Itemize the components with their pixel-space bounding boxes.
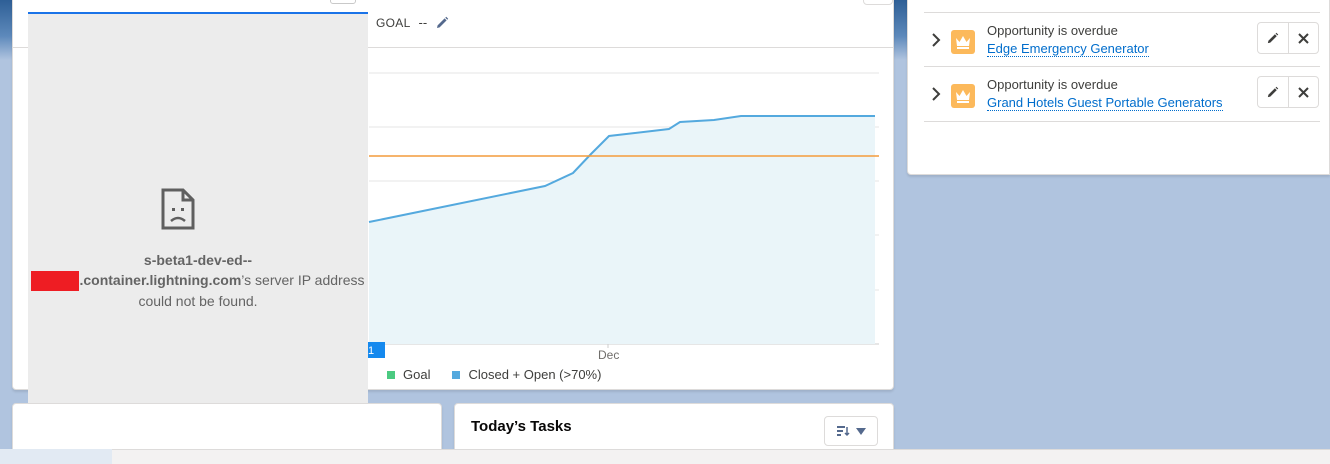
today-marker-label: 1 — [368, 345, 374, 357]
legend-item-goal[interactable]: Goal — [387, 367, 430, 382]
todays-tasks-title: Today’s Tasks — [471, 418, 572, 435]
activity-item-title: Opportunity is overdue — [987, 23, 1118, 38]
sort-list-icon — [837, 426, 850, 437]
chevron-right-icon[interactable] — [930, 87, 942, 101]
error-frame-button[interactable] — [330, 0, 356, 4]
activity-item-title: Opportunity is overdue — [987, 77, 1118, 92]
closed-open-series-line — [368, 115, 875, 223]
pencil-icon — [1268, 86, 1279, 97]
error-message: s-beta1-dev-ed-- .container.lightning.co… — [28, 250, 368, 311]
opportunity-crown-icon — [951, 84, 975, 108]
card-header-divider — [13, 47, 893, 48]
error-host-suffix: .container.lightning.com — [79, 272, 242, 288]
legend-label-closed-open: Closed + Open (>70%) — [468, 367, 602, 382]
redaction-box — [31, 271, 80, 292]
card-menu-button[interactable] — [863, 0, 893, 5]
activity-item-link[interactable]: Edge Emergency Generator — [987, 41, 1149, 57]
error-frame: s-beta1-dev-ed-- .container.lightning.co… — [28, 12, 368, 464]
error-message-tail: ’s server IP address could not be found. — [138, 272, 365, 310]
goal-row: GOAL -- — [376, 15, 449, 30]
bottom-utility-bar — [0, 449, 1330, 464]
delete-button[interactable] — [1287, 77, 1318, 107]
activity-item: Opportunity is overdue Grand Hotels Gues… — [924, 67, 1320, 122]
edit-button[interactable] — [1258, 23, 1288, 53]
goal-value: -- — [418, 15, 428, 30]
activity-item-link[interactable]: Grand Hotels Guest Portable Generators — [987, 95, 1223, 111]
legend-swatch-closed-open — [452, 370, 461, 379]
activity-item: Opportunity is overdue Edge Emergency Ge… — [924, 12, 1320, 67]
chevron-down-icon — [856, 427, 866, 435]
sad-page-icon — [161, 188, 195, 235]
activity-card: Opportunity is overdue Edge Emergency Ge… — [907, 0, 1330, 175]
closed-open-area — [369, 116, 875, 344]
edit-goal-pencil-icon[interactable] — [435, 16, 449, 30]
close-icon — [1298, 32, 1309, 44]
chart-legend: Goal Closed + Open (>70%) — [387, 367, 601, 382]
close-icon — [1298, 86, 1309, 98]
utility-bar-tab[interactable] — [0, 449, 112, 464]
performance-chart: 1 Dec — [368, 72, 879, 362]
legend-item-closed-open[interactable]: Closed + Open (>70%) — [452, 367, 601, 382]
error-host-prefix: s-beta1-dev-ed-- — [143, 252, 253, 268]
edit-button[interactable] — [1258, 77, 1288, 107]
legend-label-goal: Goal — [403, 367, 431, 382]
activity-item-actions — [1257, 22, 1319, 54]
opportunity-crown-icon — [951, 30, 975, 54]
delete-button[interactable] — [1287, 23, 1318, 53]
chevron-right-icon[interactable] — [930, 33, 942, 47]
activity-item-actions — [1257, 76, 1319, 108]
today-marker-box — [368, 342, 385, 358]
legend-swatch-goal — [387, 370, 395, 379]
tasks-sort-menu-button[interactable] — [824, 416, 878, 446]
goal-label: GOAL — [376, 15, 411, 30]
error-frame-top-strip — [28, 0, 368, 12]
x-tick-label-dec: Dec — [598, 348, 619, 362]
pencil-icon — [1268, 32, 1279, 43]
